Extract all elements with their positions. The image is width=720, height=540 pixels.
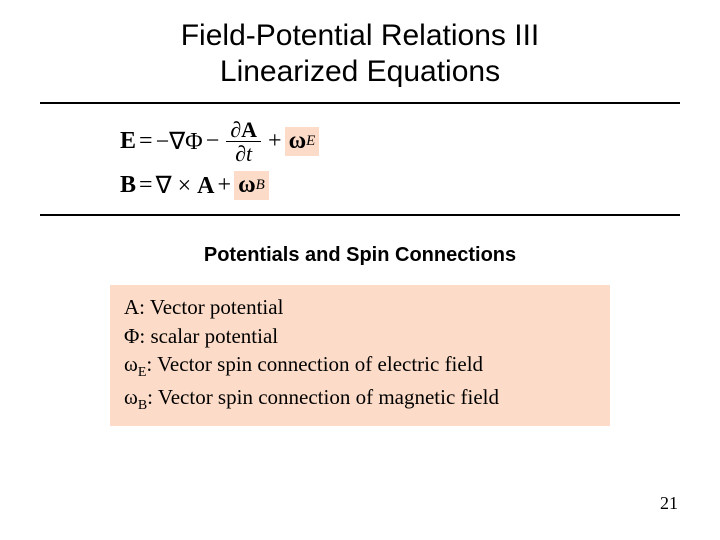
sym-E: E xyxy=(120,128,136,155)
minus: − xyxy=(206,128,220,155)
omega-E-sub: E xyxy=(306,133,315,150)
def-omegaE: ωE: Vector spin connection of electric f… xyxy=(124,350,596,383)
eq-sign: = xyxy=(139,128,153,155)
plus-E: + xyxy=(268,128,282,155)
plus-B: + xyxy=(218,172,232,199)
slide: Field-Potential Relations III Linearized… xyxy=(0,0,720,540)
def-omegaE-text: : Vector spin connection of electric fie… xyxy=(146,352,483,376)
omega-B-sub: B xyxy=(256,177,265,194)
def-omegaB-text: : Vector spin connection of magnetic fie… xyxy=(147,385,499,409)
definitions-box: A: Vector potential Φ: scalar potential … xyxy=(110,285,610,426)
title-line-1: Field-Potential Relations III xyxy=(181,19,540,52)
page-number: 21 xyxy=(660,493,678,514)
def-Phi: Φ: scalar potential xyxy=(124,322,596,350)
omega-B-term: ωB xyxy=(234,171,269,200)
equations-block: E = −∇Φ − ∂A ∂t + ωE B = ∇ × A + ωB xyxy=(120,118,680,200)
rule-top xyxy=(40,102,680,104)
sym-B: B xyxy=(120,172,136,199)
frac-num: ∂A xyxy=(226,118,261,142)
slide-title: Field-Potential Relations III Linearized… xyxy=(40,18,680,90)
def-A-sym: A xyxy=(124,295,139,319)
grad-phi: −∇Φ xyxy=(156,127,203,156)
frac-den: ∂t xyxy=(231,142,256,165)
rule-bottom xyxy=(40,214,680,216)
omega-E: ω xyxy=(289,128,307,155)
title-line-2: Linearized Equations xyxy=(220,55,500,88)
def-A: A: Vector potential xyxy=(124,293,596,321)
frac-dA-dt: ∂A ∂t xyxy=(226,118,261,165)
def-omegaB-sub: B xyxy=(138,398,147,413)
def-Phi-sym: Φ xyxy=(124,324,139,348)
eq-sign-B: = xyxy=(139,172,153,199)
subheader: Potentials and Spin Connections xyxy=(40,244,680,267)
curl-A: ∇ × A xyxy=(156,171,215,200)
equation-B: B = ∇ × A + ωB xyxy=(120,171,680,200)
def-A-text: : Vector potential xyxy=(139,295,283,319)
omega-B: ω xyxy=(238,172,256,199)
def-omegaE-sym: ω xyxy=(124,352,138,376)
equation-E: E = −∇Φ − ∂A ∂t + ωE xyxy=(120,118,680,165)
def-Phi-text: : scalar potential xyxy=(139,324,278,348)
omega-E-term: ωE xyxy=(285,127,320,156)
def-omegaB: ωB: Vector spin connection of magnetic f… xyxy=(124,383,596,416)
def-omegaB-sym: ω xyxy=(124,385,138,409)
